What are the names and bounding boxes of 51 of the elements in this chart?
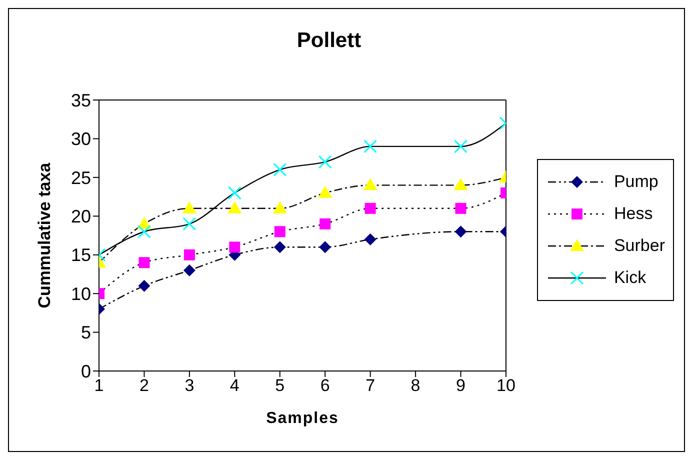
x-tick-label: 6: [320, 376, 330, 396]
point: [228, 186, 242, 200]
point: [364, 233, 376, 246]
legend-label: Surber: [614, 236, 665, 256]
point: [182, 217, 196, 231]
x-tick-label: 5: [275, 376, 285, 396]
y-tick-label: 20: [70, 206, 91, 227]
point: [364, 202, 376, 214]
point: [182, 201, 196, 214]
x-tick-label: 1: [94, 376, 104, 396]
point: [228, 201, 242, 214]
point: [318, 155, 332, 169]
x-tick-label: 7: [366, 376, 376, 396]
y-tick-label: 0: [80, 361, 91, 382]
point: [229, 242, 240, 253]
legend-label: Kick: [614, 268, 646, 288]
y-tick-label: 30: [70, 129, 91, 150]
x-tick-label: 4: [230, 376, 240, 396]
x-tick-label: 10: [496, 376, 516, 396]
x-tick-label: 8: [410, 376, 420, 396]
x-tick-label: 9: [456, 376, 466, 396]
y-tick-label: 10: [70, 284, 91, 304]
point: [455, 202, 466, 214]
legend-label: Hess: [614, 204, 653, 224]
point: [137, 224, 151, 238]
x-tick-label: 3: [184, 376, 194, 396]
x-tick-label: 2: [139, 376, 149, 396]
point: [273, 162, 287, 176]
point: [274, 226, 286, 238]
point: [454, 226, 467, 238]
y-tick-label: 35: [70, 90, 91, 110]
point: [454, 140, 468, 154]
y-axis-title: Cummulative taxa: [35, 162, 54, 308]
point: [320, 218, 331, 230]
point: [272, 201, 287, 214]
point: [318, 186, 332, 198]
legend-label: Pump: [614, 172, 658, 192]
x-axis-title: Samples: [266, 410, 339, 427]
point: [138, 257, 150, 268]
point: [274, 241, 286, 254]
point: [319, 241, 332, 254]
point: [183, 264, 196, 276]
point: [138, 280, 150, 292]
point: [454, 178, 468, 190]
y-tick-label: 5: [80, 322, 91, 343]
chart-title: Pollett: [296, 29, 362, 53]
point: [364, 140, 378, 154]
point: [184, 249, 195, 260]
point: [363, 178, 378, 190]
y-tick-label: 15: [70, 245, 91, 266]
y-tick-label: 25: [70, 168, 91, 188]
